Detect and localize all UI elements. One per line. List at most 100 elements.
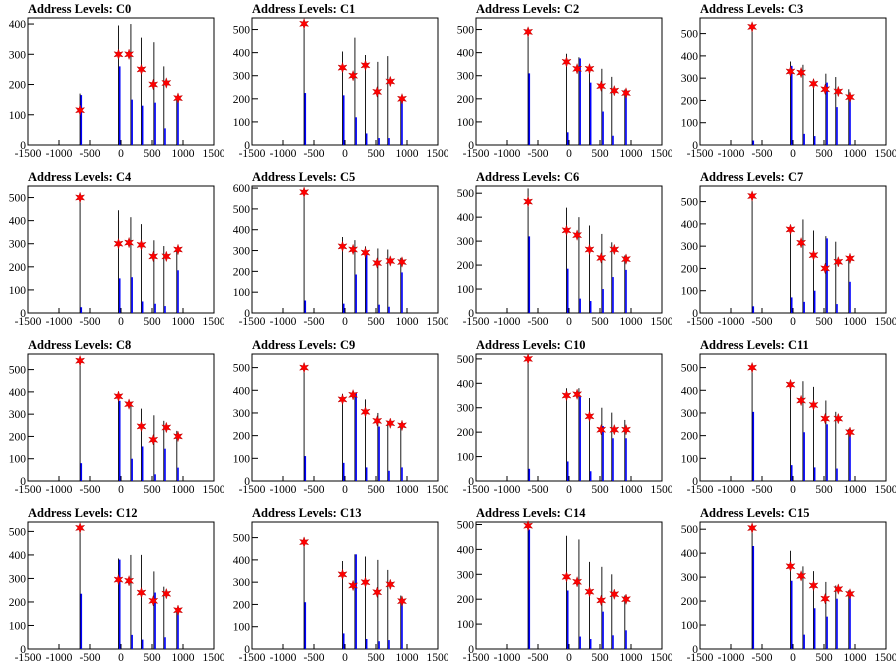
x-tick-label: 0 bbox=[342, 484, 348, 496]
x-tick-label: 1000 bbox=[396, 316, 419, 328]
peak-marker bbox=[620, 423, 632, 436]
peak-marker bbox=[385, 578, 396, 591]
y-tick-label: 200 bbox=[233, 266, 251, 278]
plot-frame bbox=[699, 185, 887, 314]
y-tick-label: 300 bbox=[233, 408, 251, 420]
x-tick-label: 500 bbox=[367, 316, 385, 328]
y-tick-label: 400 bbox=[457, 48, 475, 60]
x-tick-label: 1500 bbox=[651, 484, 673, 496]
y-tick-label: 200 bbox=[9, 262, 27, 274]
peak-marker bbox=[75, 354, 86, 367]
plot-frame bbox=[251, 185, 439, 314]
peak-marker bbox=[523, 195, 534, 208]
peak-marker bbox=[337, 393, 348, 406]
y-tick-label: 100 bbox=[457, 452, 475, 464]
peak-marker bbox=[360, 246, 371, 259]
y-tick-label: 100 bbox=[681, 286, 699, 298]
peak-marker bbox=[172, 92, 184, 104]
peak-marker bbox=[596, 423, 607, 436]
peak-marker bbox=[609, 588, 620, 601]
peak-marker bbox=[348, 579, 359, 592]
x-tick-label: -500 bbox=[303, 484, 324, 496]
y-tick-label: 500 bbox=[681, 524, 699, 536]
y-tick-label: 300 bbox=[457, 403, 475, 415]
y-tick-label: 200 bbox=[681, 95, 699, 107]
x-tick-label: -500 bbox=[79, 148, 100, 160]
x-tick-label: 0 bbox=[118, 652, 124, 664]
y-tick-label: 400 bbox=[233, 385, 251, 397]
y-tick-label: 500 bbox=[233, 363, 251, 375]
chart-panel: Address Levels: C13 0 100 200 300 400 500 -1500… bbox=[233, 506, 448, 664]
peak-marker bbox=[785, 65, 796, 78]
y-tick-label: 400 bbox=[681, 548, 699, 560]
plot-frame bbox=[27, 185, 215, 314]
peak-marker bbox=[572, 229, 583, 241]
x-tick-label: 0 bbox=[118, 316, 124, 328]
x-tick-label: -1000 bbox=[718, 316, 745, 328]
peak-marker bbox=[844, 252, 856, 265]
x-tick-label: 500 bbox=[815, 316, 833, 328]
x-tick-label: -1000 bbox=[270, 484, 297, 496]
peak-marker bbox=[124, 398, 135, 410]
y-tick-label: 500 bbox=[457, 354, 475, 366]
x-tick-label: 500 bbox=[367, 652, 385, 664]
x-tick-label: 1000 bbox=[844, 484, 867, 496]
y-tick-label: 100 bbox=[233, 117, 251, 129]
y-tick-label: 200 bbox=[9, 431, 27, 443]
x-tick-label: -1500 bbox=[463, 652, 490, 664]
x-tick-label: -500 bbox=[527, 484, 548, 496]
peak-marker bbox=[820, 83, 831, 96]
y-tick-label: 0 bbox=[468, 644, 474, 656]
x-tick-label: 1000 bbox=[396, 652, 419, 664]
x-tick-label: -500 bbox=[79, 316, 100, 328]
chart-title: Address Levels: C15 bbox=[700, 506, 810, 520]
x-tick-label: -500 bbox=[751, 484, 772, 496]
chart-title: Address Levels: C4 bbox=[28, 170, 132, 184]
x-tick-label: 1000 bbox=[172, 148, 195, 160]
x-tick-label: 500 bbox=[591, 484, 609, 496]
chart-panel: Address Levels: C40100200300400500-1500-… bbox=[9, 170, 224, 328]
y-tick-label: 400 bbox=[457, 378, 475, 390]
plot-frame bbox=[475, 521, 663, 650]
peak-marker bbox=[620, 87, 632, 99]
y-tick-label: 200 bbox=[681, 596, 699, 608]
y-tick-label: 100 bbox=[233, 622, 251, 634]
y-tick-label: 200 bbox=[233, 431, 251, 443]
x-tick-label: 500 bbox=[591, 148, 609, 160]
peak-marker bbox=[385, 417, 396, 430]
chart-title: Address Levels: C6 bbox=[476, 170, 579, 184]
peak-marker bbox=[360, 576, 371, 589]
x-tick-label: -500 bbox=[751, 316, 772, 328]
chart-title: Address Levels: C3 bbox=[700, 2, 803, 16]
x-tick-label: 0 bbox=[790, 148, 796, 160]
x-tick-label: 1500 bbox=[651, 316, 673, 328]
x-tick-label: 0 bbox=[790, 652, 796, 664]
y-tick-label: 400 bbox=[9, 19, 27, 31]
x-tick-label: -500 bbox=[751, 652, 772, 664]
x-tick-label: 0 bbox=[566, 652, 572, 664]
x-tick-label: -1000 bbox=[46, 484, 73, 496]
y-tick-label: 200 bbox=[233, 599, 251, 611]
x-tick-label: -1000 bbox=[494, 316, 521, 328]
x-tick-label: 500 bbox=[143, 148, 161, 160]
x-tick-label: 1500 bbox=[875, 484, 896, 496]
x-tick-label: -1000 bbox=[718, 484, 745, 496]
x-tick-label: -500 bbox=[751, 148, 772, 160]
x-tick-label: -500 bbox=[303, 148, 324, 160]
chart-panel: Address Levels: C10100200300400500-1500-… bbox=[233, 2, 448, 160]
peak-marker bbox=[808, 579, 819, 592]
chart-title: Address Levels: C1 bbox=[252, 2, 355, 16]
peak-marker bbox=[833, 85, 844, 98]
y-tick-label: 400 bbox=[9, 387, 27, 399]
y-tick-label: 500 bbox=[681, 29, 699, 41]
x-tick-label: 0 bbox=[118, 148, 124, 160]
x-tick-label: -1500 bbox=[687, 148, 714, 160]
x-tick-label: -500 bbox=[79, 652, 100, 664]
y-tick-label: 0 bbox=[20, 644, 26, 656]
chart-title: Address Levels: C7 bbox=[700, 170, 803, 184]
chart-panel: Address Levels: C20100200300400500-1500-… bbox=[457, 2, 672, 160]
y-tick-label: 500 bbox=[681, 363, 699, 375]
peak-marker bbox=[523, 353, 534, 365]
x-tick-label: -1500 bbox=[687, 484, 714, 496]
